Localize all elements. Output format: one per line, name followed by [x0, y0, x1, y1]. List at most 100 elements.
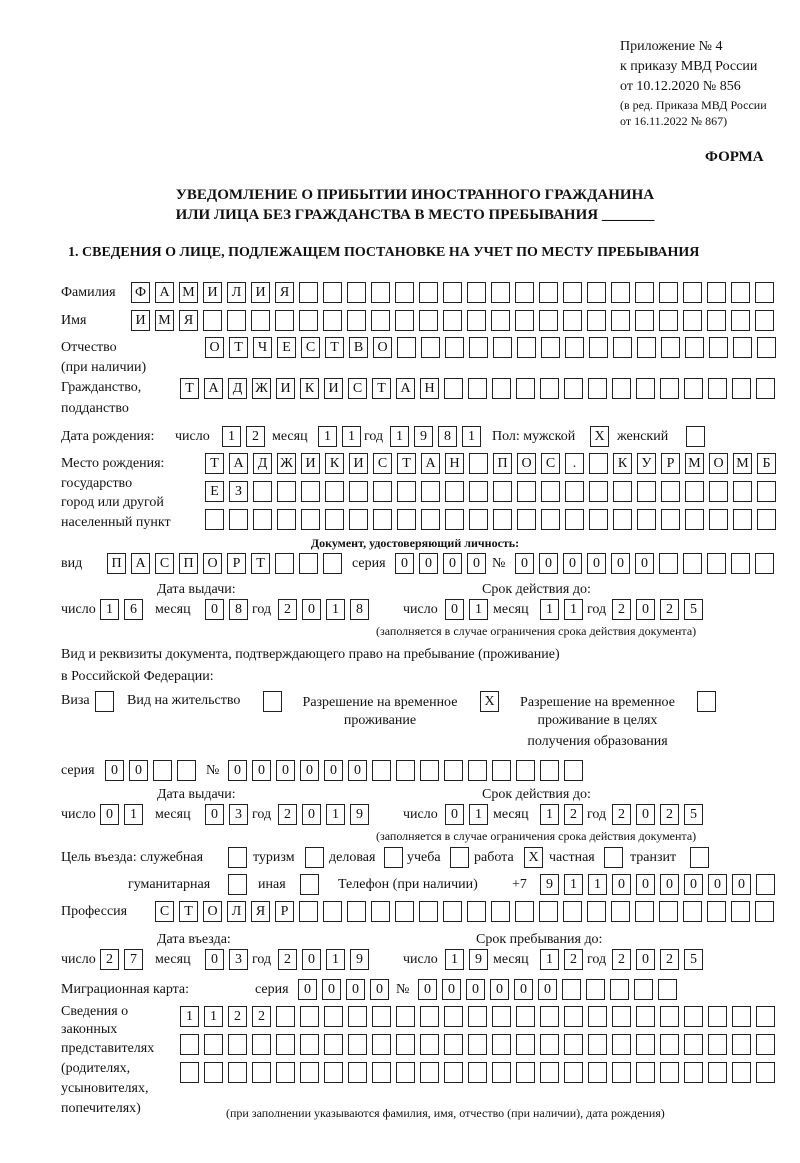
- birthplace-2-cell[interactable]: [733, 481, 752, 502]
- name-cell[interactable]: [419, 310, 438, 331]
- birthplace-2-cell[interactable]: [277, 481, 296, 502]
- permit-number-cell[interactable]: [468, 760, 487, 781]
- permit-valid-day-cell[interactable]: 0: [445, 804, 464, 825]
- profession-cell[interactable]: [443, 901, 462, 922]
- birthplace-3-cell[interactable]: [589, 509, 608, 530]
- phone-cell[interactable]: 0: [612, 874, 631, 895]
- entry-year-cell[interactable]: 1: [326, 949, 345, 970]
- citizenship-cell[interactable]: [492, 378, 511, 399]
- permit-issue-year-cell[interactable]: 2: [278, 804, 297, 825]
- permit-number-cell[interactable]: 0: [324, 760, 343, 781]
- reps-2-cell[interactable]: [300, 1034, 319, 1055]
- entry-month-cell[interactable]: 3: [229, 949, 248, 970]
- patronymic-cell[interactable]: [469, 337, 488, 358]
- reps-2-cell[interactable]: [444, 1034, 463, 1055]
- reps-3-cell[interactable]: [588, 1062, 607, 1083]
- permit-number-cell[interactable]: [444, 760, 463, 781]
- patronymic-cell[interactable]: [613, 337, 632, 358]
- reps-2-cell[interactable]: [372, 1034, 391, 1055]
- birth-month-cell[interactable]: 1: [318, 426, 337, 447]
- birthplace-2-cell[interactable]: [469, 481, 488, 502]
- birthplace-3-cell[interactable]: [229, 509, 248, 530]
- birthplace-3-cell[interactable]: [661, 509, 680, 530]
- birthplace-2-cell[interactable]: З: [229, 481, 248, 502]
- patronymic-cell[interactable]: [709, 337, 728, 358]
- doc-valid-month-cell[interactable]: 1: [540, 599, 559, 620]
- permit-issue-year-cell[interactable]: 1: [326, 804, 345, 825]
- profession-cell[interactable]: С: [155, 901, 174, 922]
- doc-type-cell[interactable]: Т: [251, 553, 270, 574]
- surname-cell[interactable]: [683, 282, 702, 303]
- citizenship-cell[interactable]: [516, 378, 535, 399]
- permit-number-cell[interactable]: [492, 760, 511, 781]
- birthplace-1-cell[interactable]: А: [229, 453, 248, 474]
- surname-cell[interactable]: [611, 282, 630, 303]
- reps-1-cell[interactable]: [300, 1006, 319, 1027]
- birthplace-1-cell[interactable]: Ж: [277, 453, 296, 474]
- birthplace-3-cell[interactable]: [205, 509, 224, 530]
- name-cell[interactable]: [347, 310, 366, 331]
- reps-2-cell[interactable]: [420, 1034, 439, 1055]
- mig-number-cell[interactable]: 0: [490, 979, 509, 1000]
- mig-number-cell[interactable]: 0: [538, 979, 557, 1000]
- reps-3-cell[interactable]: [204, 1062, 223, 1083]
- reps-3-cell[interactable]: [636, 1062, 655, 1083]
- birthplace-1-cell[interactable]: И: [349, 453, 368, 474]
- reps-3-cell[interactable]: [732, 1062, 751, 1083]
- doc-type-cell[interactable]: С: [155, 553, 174, 574]
- surname-cell[interactable]: [515, 282, 534, 303]
- profession-cell[interactable]: [587, 901, 606, 922]
- permit-number-cell[interactable]: 0: [300, 760, 319, 781]
- profession-cell[interactable]: [539, 901, 558, 922]
- doc-valid-month-cell[interactable]: 1: [564, 599, 583, 620]
- birthplace-1-cell[interactable]: [589, 453, 608, 474]
- birthplace-2-cell[interactable]: [349, 481, 368, 502]
- doc-type-cell[interactable]: П: [107, 553, 126, 574]
- doc-type-cell[interactable]: О: [203, 553, 222, 574]
- profession-cell[interactable]: [683, 901, 702, 922]
- name-cell[interactable]: [635, 310, 654, 331]
- reps-1-cell[interactable]: [276, 1006, 295, 1027]
- patronymic-cell[interactable]: [517, 337, 536, 358]
- patronymic-cell[interactable]: О: [373, 337, 392, 358]
- birthplace-3-cell[interactable]: [469, 509, 488, 530]
- phone-cell[interactable]: 1: [588, 874, 607, 895]
- phone-cell[interactable]: 1: [564, 874, 583, 895]
- purpose-transit-cell[interactable]: [690, 847, 709, 868]
- permit-series-cell[interactable]: 0: [129, 760, 148, 781]
- birthplace-1-cell[interactable]: П: [493, 453, 512, 474]
- birthplace-2-cell[interactable]: [397, 481, 416, 502]
- surname-cell[interactable]: [443, 282, 462, 303]
- permit-valid-month-cell[interactable]: 1: [540, 804, 559, 825]
- birthplace-3-cell[interactable]: [637, 509, 656, 530]
- birthplace-1-cell[interactable]: У: [637, 453, 656, 474]
- name-cell[interactable]: [251, 310, 270, 331]
- permit-number-cell[interactable]: [540, 760, 559, 781]
- patronymic-cell[interactable]: [493, 337, 512, 358]
- doc-valid-day-cell[interactable]: 1: [469, 599, 488, 620]
- profession-cell[interactable]: [491, 901, 510, 922]
- surname-cell[interactable]: [755, 282, 774, 303]
- birthplace-1-cell[interactable]: С: [541, 453, 560, 474]
- citizenship-cell[interactable]: Д: [228, 378, 247, 399]
- birthplace-1-cell[interactable]: Д: [253, 453, 272, 474]
- surname-cell[interactable]: [467, 282, 486, 303]
- birthplace-3-cell[interactable]: [517, 509, 536, 530]
- reps-3-cell[interactable]: [324, 1062, 343, 1083]
- permit-valid-month-cell[interactable]: 2: [564, 804, 583, 825]
- purpose-private-cell[interactable]: [604, 847, 623, 868]
- citizenship-cell[interactable]: Т: [180, 378, 199, 399]
- phone-cell[interactable]: 0: [708, 874, 727, 895]
- doc-number-cell[interactable]: [683, 553, 702, 574]
- reps-3-cell[interactable]: [684, 1062, 703, 1083]
- profession-cell[interactable]: Р: [275, 901, 294, 922]
- birth-year-cell[interactable]: 1: [462, 426, 481, 447]
- citizenship-cell[interactable]: [540, 378, 559, 399]
- profession-cell[interactable]: [395, 901, 414, 922]
- patronymic-cell[interactable]: [685, 337, 704, 358]
- birth-year-cell[interactable]: 9: [414, 426, 433, 447]
- name-cell[interactable]: [539, 310, 558, 331]
- reps-1-cell[interactable]: [420, 1006, 439, 1027]
- doc-number-cell[interactable]: 0: [635, 553, 654, 574]
- permit-residence-cell[interactable]: [263, 691, 282, 712]
